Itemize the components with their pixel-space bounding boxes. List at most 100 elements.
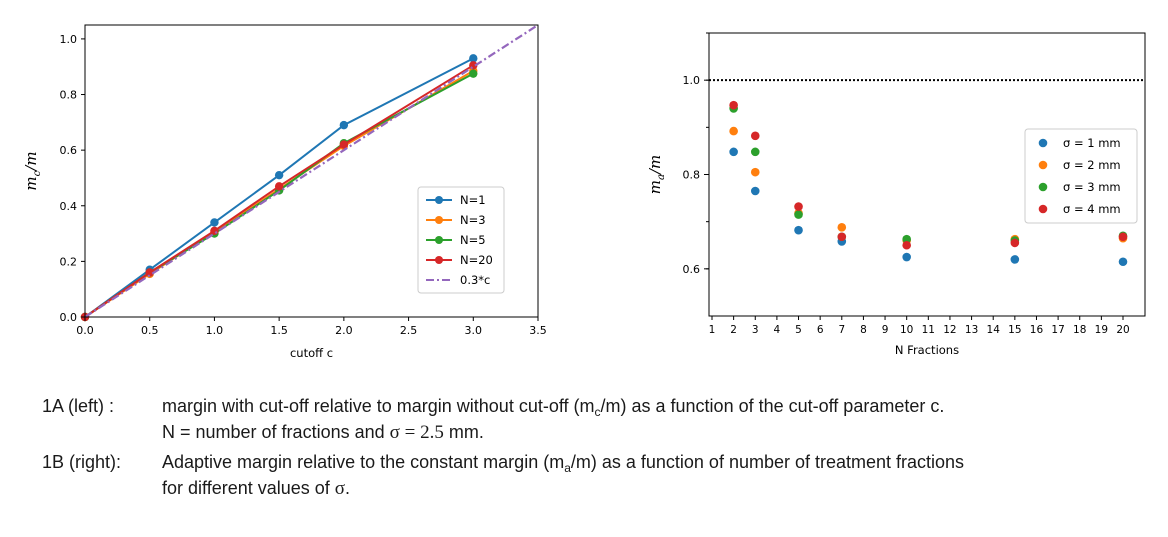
legend-box bbox=[1024, 128, 1138, 224]
legend-marker bbox=[1038, 160, 1048, 170]
legend-marker bbox=[435, 216, 443, 224]
x-tick-label: 2.5 bbox=[400, 324, 418, 337]
y-tick-label: 0.0 bbox=[60, 311, 78, 324]
data-point bbox=[339, 140, 349, 149]
legend-entry: σ = 4 mm bbox=[1063, 202, 1121, 216]
plot-frame bbox=[84, 24, 539, 318]
y-axis-label-main: m bbox=[646, 180, 664, 194]
legend-entry: σ = 3 mm bbox=[1063, 180, 1121, 194]
x-tick-label: 5 bbox=[795, 324, 802, 336]
x-axis-label: cutoff c bbox=[290, 346, 333, 360]
data-point bbox=[469, 69, 478, 78]
data-point bbox=[750, 131, 760, 141]
series-line-3 bbox=[84, 64, 474, 318]
data-point bbox=[750, 186, 760, 196]
data-point bbox=[902, 240, 911, 250]
data-point bbox=[750, 147, 760, 157]
data-point bbox=[794, 210, 803, 219]
x-tick-label: 8 bbox=[860, 324, 867, 336]
x-tick-label: 3 bbox=[752, 324, 759, 336]
data-point bbox=[837, 223, 847, 232]
data-point bbox=[794, 202, 803, 211]
data-point bbox=[469, 54, 478, 63]
caption-1b-line1: Adaptive margin relative to the constant… bbox=[162, 452, 965, 475]
y-tick-label: 0.8 bbox=[683, 169, 701, 182]
y-tick-label: 0.4 bbox=[60, 200, 78, 213]
x-tick-label: 1 bbox=[709, 324, 716, 336]
x-tick-label: 18 bbox=[1073, 324, 1086, 336]
legend-box bbox=[417, 186, 505, 294]
y-tick-label: 0.6 bbox=[683, 263, 701, 276]
series-line-4 bbox=[84, 24, 539, 318]
x-tick-label: 15 bbox=[1008, 324, 1021, 336]
x-tick-label: 4 bbox=[774, 324, 781, 336]
data-point bbox=[210, 226, 219, 235]
y-axis-label-sub: a bbox=[656, 174, 667, 180]
data-point bbox=[339, 120, 349, 130]
y-axis-label-sub: c bbox=[32, 170, 43, 176]
data-point bbox=[794, 225, 803, 235]
caption-1b-label: 1B (right): bbox=[42, 452, 122, 472]
caption-1a-line1: margin with cut-off relative to margin w… bbox=[162, 396, 945, 419]
y-axis-label-main: m bbox=[22, 176, 40, 190]
x-tick-label: 0.5 bbox=[141, 324, 159, 337]
data-point bbox=[902, 234, 911, 244]
y-axis-label-den: /m bbox=[22, 151, 40, 172]
legend-entry: σ = 2 mm bbox=[1063, 158, 1121, 172]
x-tick-label: 13 bbox=[965, 324, 978, 336]
x-tick-label: 3.0 bbox=[465, 324, 483, 337]
data-point bbox=[729, 147, 738, 157]
legend-marker bbox=[1038, 204, 1048, 214]
legend-marker bbox=[435, 196, 443, 204]
x-tick-label: 6 bbox=[817, 324, 824, 336]
data-point bbox=[750, 167, 760, 177]
x-tick-label: 14 bbox=[987, 324, 1001, 336]
x-tick-label: 16 bbox=[1030, 324, 1044, 336]
y-tick-label: 0.2 bbox=[60, 255, 78, 268]
x-tick-label: 10 bbox=[900, 324, 913, 336]
data-point bbox=[837, 232, 847, 242]
x-axis-label: N Fractions bbox=[895, 343, 959, 357]
data-point bbox=[210, 218, 219, 227]
data-point bbox=[1010, 255, 1020, 264]
legend-entry: σ = 1 mm bbox=[1063, 136, 1121, 150]
x-tick-label: 0.0 bbox=[76, 324, 94, 337]
chart-a: 0.0 0.5 1.0 1.5 2.0 2.5 3.0 3.5 0.0 0.2 0.4 0.6 0.8 1… bbox=[22, 24, 547, 360]
legend-entry: N=1 bbox=[460, 193, 486, 207]
y-axis-label: mc/m bbox=[22, 151, 43, 190]
data-point bbox=[902, 252, 911, 262]
legend-marker bbox=[1038, 182, 1048, 192]
legend-entry: N=5 bbox=[460, 233, 486, 247]
y-axis-label: ma/m bbox=[646, 155, 667, 194]
y-tick-label: 1.0 bbox=[683, 74, 701, 87]
x-tick-label: 20 bbox=[1116, 324, 1129, 336]
data-point bbox=[274, 182, 284, 191]
x-tick-label: 1.0 bbox=[206, 324, 224, 337]
x-tick-label: 1.5 bbox=[270, 324, 288, 337]
data-point bbox=[1118, 232, 1128, 242]
data-point bbox=[145, 268, 154, 277]
y-tick-label: 0.8 bbox=[60, 89, 78, 102]
legend-entry: N=3 bbox=[460, 213, 486, 227]
chart-b: 0.60.81.01 2 3 4 5 6 7 8 9 10 11 12 13 14 15 16 17 18 19 20… bbox=[646, 32, 1146, 357]
x-tick-label: 2 bbox=[730, 324, 737, 336]
series-line-0 bbox=[84, 57, 474, 318]
y-axis-label-den: /m bbox=[646, 155, 664, 176]
data-point bbox=[729, 100, 738, 110]
x-tick-label: 7 bbox=[838, 324, 845, 336]
x-tick-label: 11 bbox=[922, 324, 935, 336]
x-tick-label: 2.0 bbox=[335, 324, 353, 337]
legend-entry: N=20 bbox=[460, 253, 493, 267]
legend-marker bbox=[435, 256, 443, 264]
caption-1a-label: 1A (left) : bbox=[42, 396, 115, 416]
caption-1a-line2: N = number of fractions and σ = 2.5 mm. bbox=[162, 422, 484, 443]
caption-1b-line2: for different values of σ. bbox=[162, 478, 351, 499]
legend-marker bbox=[435, 236, 443, 244]
legend-marker bbox=[1038, 138, 1048, 148]
y-tick-label: 0.6 bbox=[60, 144, 78, 157]
data-point bbox=[729, 126, 738, 136]
x-tick-label: 19 bbox=[1095, 324, 1108, 336]
y-tick-label: 1.0 bbox=[60, 33, 78, 46]
x-tick-label: 12 bbox=[943, 324, 956, 336]
data-point bbox=[1118, 257, 1128, 267]
